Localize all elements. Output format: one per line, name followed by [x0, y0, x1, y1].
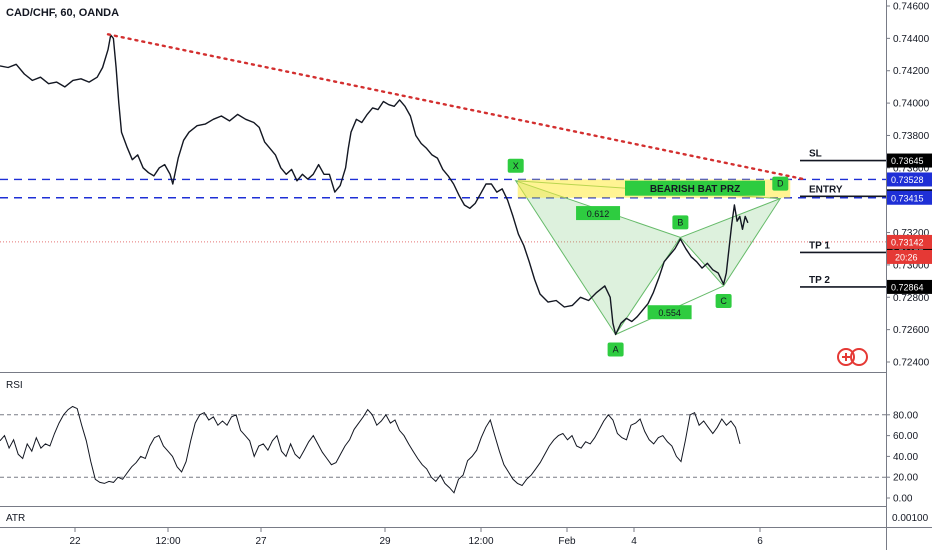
pattern-point-tag-c	[715, 293, 732, 308]
price-tick-label: 0.72600	[893, 325, 930, 336]
level-tag-3: 0.72864	[891, 282, 924, 292]
price-tick-label: 0.73200	[893, 228, 930, 239]
ratio-tag-xb	[576, 206, 621, 221]
level-name-0: SL	[809, 149, 822, 160]
rsi-tick-label: 40.00	[893, 452, 918, 463]
time-tick-label: 22	[69, 536, 81, 547]
pattern-point-label-x: X	[513, 161, 519, 171]
atr-label: ATR	[6, 513, 25, 524]
atr-tick-label: 0.00100	[892, 513, 929, 524]
pattern-point-label-b: B	[677, 217, 683, 227]
time-tick-label: 29	[379, 536, 391, 547]
price-tick-label: 0.73000	[893, 260, 930, 271]
time-tick-label: 4	[631, 536, 637, 547]
level-name-2: TP 1	[809, 240, 830, 251]
level-name-3: TP 2	[809, 275, 830, 286]
prz-name-tag	[625, 180, 765, 196]
ratio-label-xb: 0.612	[587, 209, 610, 219]
pattern-point-tag-b	[672, 215, 689, 230]
rsi-tick-label: 20.00	[893, 473, 918, 484]
price-tick-label: 0.73800	[893, 131, 930, 142]
time-tick-label: 12:00	[155, 536, 180, 547]
rsi-label: RSI	[6, 380, 23, 391]
prz-tag-0: 0.73528	[891, 175, 924, 185]
current-price-tag-bg	[887, 234, 932, 249]
countdown-tag-bg	[887, 249, 932, 264]
rsi-tick-label: 0.00	[893, 494, 913, 505]
pattern-point-tag-a	[607, 342, 624, 357]
ratio-tag-ac	[647, 305, 692, 320]
bearish-trendline	[106, 33, 805, 181]
price-tick-label: 0.74000	[893, 99, 930, 110]
price-tick-label: 0.73600	[893, 163, 930, 174]
price-tick-label: 0.74200	[893, 66, 930, 77]
price-axis[interactable]: 0.74600 0.74400 0.74200 0.74000 0.73800 0.736…	[886, 2, 932, 369]
time-tick-label: Feb	[558, 536, 576, 547]
pattern-point-label-d: D	[777, 179, 784, 189]
pattern-point-tag-d	[772, 176, 789, 191]
time-tick-label: 6	[757, 536, 763, 547]
ratio-label-ac: 0.554	[658, 308, 681, 318]
prz-tag-0-bg	[887, 172, 932, 187]
pattern-point-label-a: A	[613, 344, 619, 354]
prz-tag-1-bg	[887, 190, 932, 205]
chart-title: CAD/CHF, 60, OANDA	[6, 7, 119, 19]
pattern-point-label-c: C	[720, 296, 727, 306]
level-name-1: ENTRY	[809, 184, 843, 195]
countdown-tag: 20:26	[895, 252, 918, 262]
indicator-logo-icon	[837, 348, 868, 366]
rsi-tick-label: 80.00	[893, 410, 918, 421]
price-tick-label: 0.74600	[893, 2, 930, 13]
time-tick-label: 27	[255, 536, 267, 547]
level-tag-0: 0.73645	[891, 156, 924, 166]
pattern-point-tag-x	[507, 158, 524, 173]
price-tick-label: 0.72800	[893, 293, 930, 304]
prz-name-label: BEARISH BAT PRZ	[650, 184, 740, 195]
price-series-line	[0, 34, 749, 336]
rsi-tick-label: 60.00	[893, 431, 918, 442]
rsi-line	[0, 405, 741, 494]
current-price-tag: 0.73142	[891, 237, 924, 247]
level-tag-0-bg	[887, 153, 932, 168]
level-tag-3-bg	[887, 279, 932, 294]
price-tick-label: 0.72400	[893, 358, 930, 369]
main-pane[interactable]: X A B C D 0.612 0.554 BEARISH BAT PRZ SL ENTRY TP …	[0, 33, 886, 357]
time-tick-label: 12:00	[468, 536, 493, 547]
rsi-pane[interactable]: 80.00 60.00 40.00 20.00 0.00	[0, 405, 918, 505]
prz-tag-1: 0.73415	[891, 193, 924, 203]
price-tick-label: 0.74400	[893, 34, 930, 45]
time-axis[interactable]: 22 12:00 27 29 12:00 Feb 4 6	[69, 528, 763, 547]
